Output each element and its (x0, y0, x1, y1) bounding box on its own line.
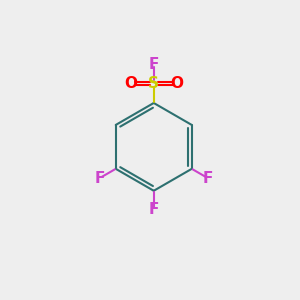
Text: O: O (170, 76, 183, 91)
Text: O: O (124, 76, 137, 91)
Text: F: F (148, 57, 159, 72)
Text: F: F (148, 202, 159, 217)
Text: F: F (94, 171, 104, 186)
Text: F: F (203, 171, 213, 186)
Text: S: S (148, 76, 159, 91)
